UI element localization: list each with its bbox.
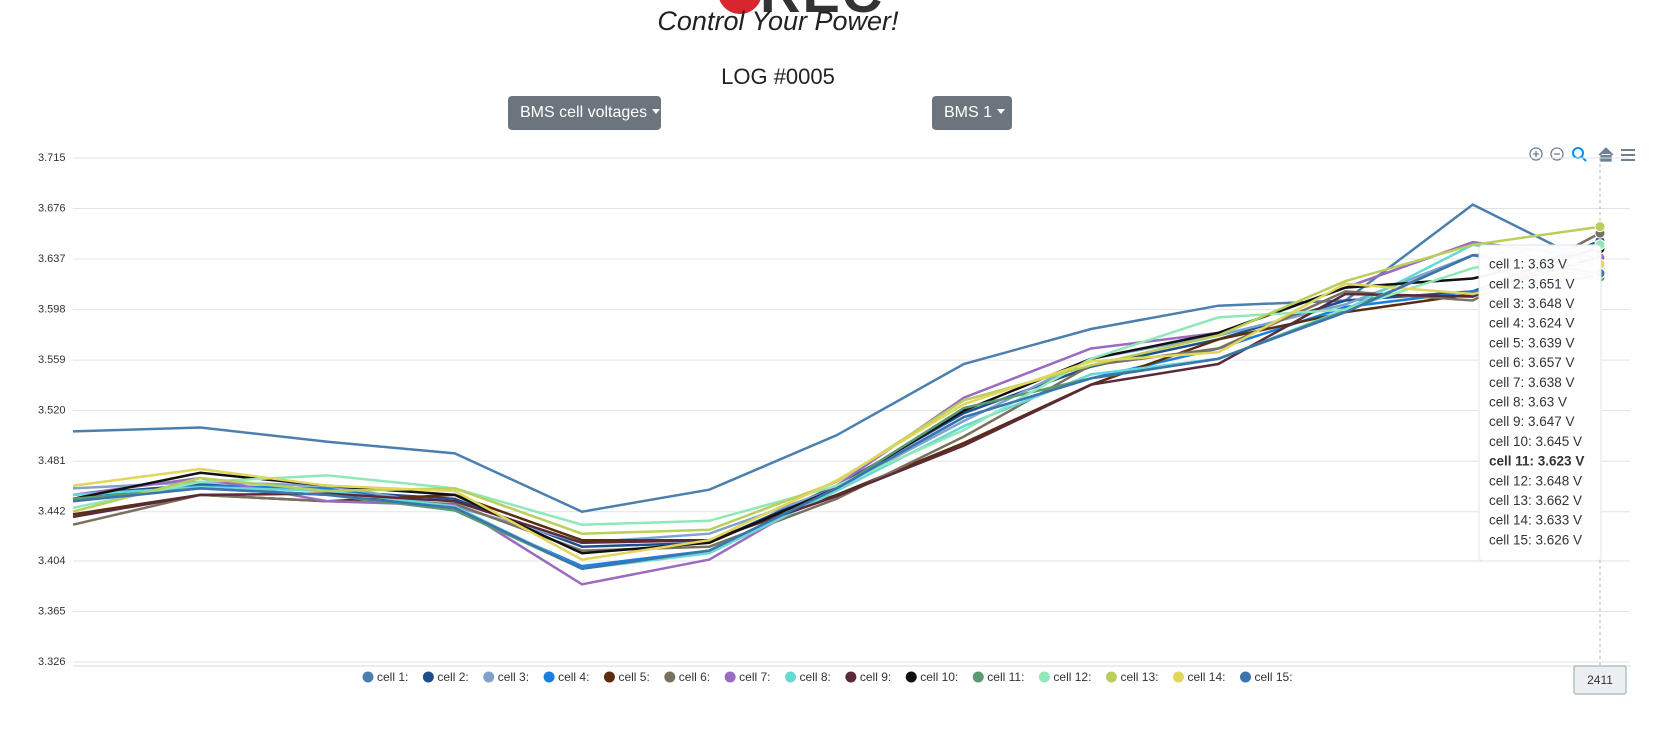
legend-label: cell 14: (1187, 670, 1225, 684)
y-tick-label: 3.598 (38, 303, 66, 315)
legend-label: cell 5: (618, 670, 649, 684)
tooltip-item: cell 15: 3.626 V (1489, 532, 1582, 547)
log-title: LOG #0005 (721, 64, 835, 89)
slogan: Control Your Power! (657, 6, 899, 36)
legend-label: cell 2: (437, 670, 468, 684)
tooltip-box (1478, 244, 1602, 562)
legend-label: cell 13: (1120, 670, 1158, 684)
legend-marker (1038, 671, 1050, 683)
toolbar (1529, 147, 1635, 162)
tooltip: cell 1: 3.63 V cell 2: 3.651 V cell 3: 3.6… (1478, 244, 1602, 562)
legend-marker (972, 671, 984, 683)
legend-marker (724, 671, 736, 683)
tooltip-item: cell 10: 3.645 V (1489, 434, 1582, 449)
tooltip-item: cell 1: 3.63 V (1489, 257, 1567, 272)
legend-label: cell 10: (920, 670, 958, 684)
menu-button[interactable] (1621, 149, 1635, 161)
legend-label: cell 9: (860, 670, 891, 684)
crosshair-label-box (1573, 665, 1627, 695)
tooltip-item: cell 4: 3.624 V (1489, 316, 1575, 331)
hover-marker (1594, 221, 1606, 233)
home-button[interactable] (1598, 147, 1614, 162)
legend-label: cell 3: (498, 670, 529, 684)
series-line (72, 274, 1601, 568)
y-tick-label: 3.676 (38, 202, 66, 214)
y-tick-label: 3.404 (38, 555, 66, 567)
data-type-dropdown[interactable]: BMS cell voltages (508, 96, 661, 130)
y-tick-label: 3.481 (38, 455, 66, 467)
logo-dot (718, 0, 762, 14)
legend-marker (1105, 671, 1117, 683)
series-line (72, 262, 1601, 561)
legend-label: cell 1: (377, 670, 408, 684)
zoom-in-button[interactable] (1529, 147, 1543, 161)
legend-label: cell 12: (1053, 670, 1091, 684)
legend-marker (1172, 671, 1184, 683)
legend-marker (362, 671, 374, 683)
legend-marker (905, 671, 917, 683)
series-line (72, 243, 1601, 526)
legend-label: cell 11: (987, 670, 1024, 684)
y-tick-label: 3.442 (38, 506, 66, 518)
tooltip-item: cell 12: 3.648 V (1489, 473, 1582, 488)
legend-marker (422, 671, 434, 683)
zoom-out-button[interactable] (1550, 147, 1564, 161)
legend-marker (603, 671, 615, 683)
legend-label: cell 8: (800, 670, 831, 684)
legend-marker (664, 671, 676, 683)
y-tick-label: 3.365 (38, 605, 66, 617)
tooltip-item: cell 13: 3.662 V (1489, 493, 1582, 508)
bms-dropdown[interactable]: BMS 1 (932, 96, 1012, 130)
y-tick-label: 3.520 (38, 405, 66, 417)
legend-label: cell 4: (558, 670, 589, 684)
logo-mark: REC (760, 0, 884, 25)
y-tick-label: 3.326 (38, 656, 66, 668)
legend-label: cell 7: (739, 670, 770, 684)
tooltip-item: cell 6: 3.657 V (1489, 355, 1575, 370)
legend-label: cell 6: (679, 670, 710, 684)
tooltip-item: cell 2: 3.651 V (1489, 276, 1575, 291)
legend-marker (483, 671, 495, 683)
series-line (72, 203, 1601, 513)
crosshair-label: 2411 (1587, 673, 1613, 687)
legend-marker (1240, 671, 1251, 683)
tooltip-item: cell 5: 3.639 V (1489, 335, 1575, 350)
tooltip-item: cell 3: 3.648 V (1489, 296, 1575, 311)
series-line (72, 244, 1601, 545)
tooltip-item: cell 9: 3.647 V (1489, 414, 1575, 429)
legend-marker (543, 671, 555, 683)
y-tick-label: 3.715 (38, 152, 66, 164)
y-tick-label: 3.637 (38, 253, 66, 265)
y-tick-label: 3.559 (38, 354, 66, 366)
legend-label: cell 15: (1255, 670, 1293, 684)
tooltip-item: cell 8: 3.63 V (1489, 394, 1567, 409)
tooltip-item: cell 11: 3.623 V (1489, 454, 1584, 469)
series-line (72, 253, 1601, 570)
legend-marker (785, 671, 797, 683)
tooltip-item: cell 7: 3.638 V (1489, 375, 1575, 390)
tooltip-item: cell 14: 3.633 V (1489, 513, 1582, 528)
zoom-button[interactable] (1572, 147, 1587, 162)
legend-marker (845, 671, 857, 683)
